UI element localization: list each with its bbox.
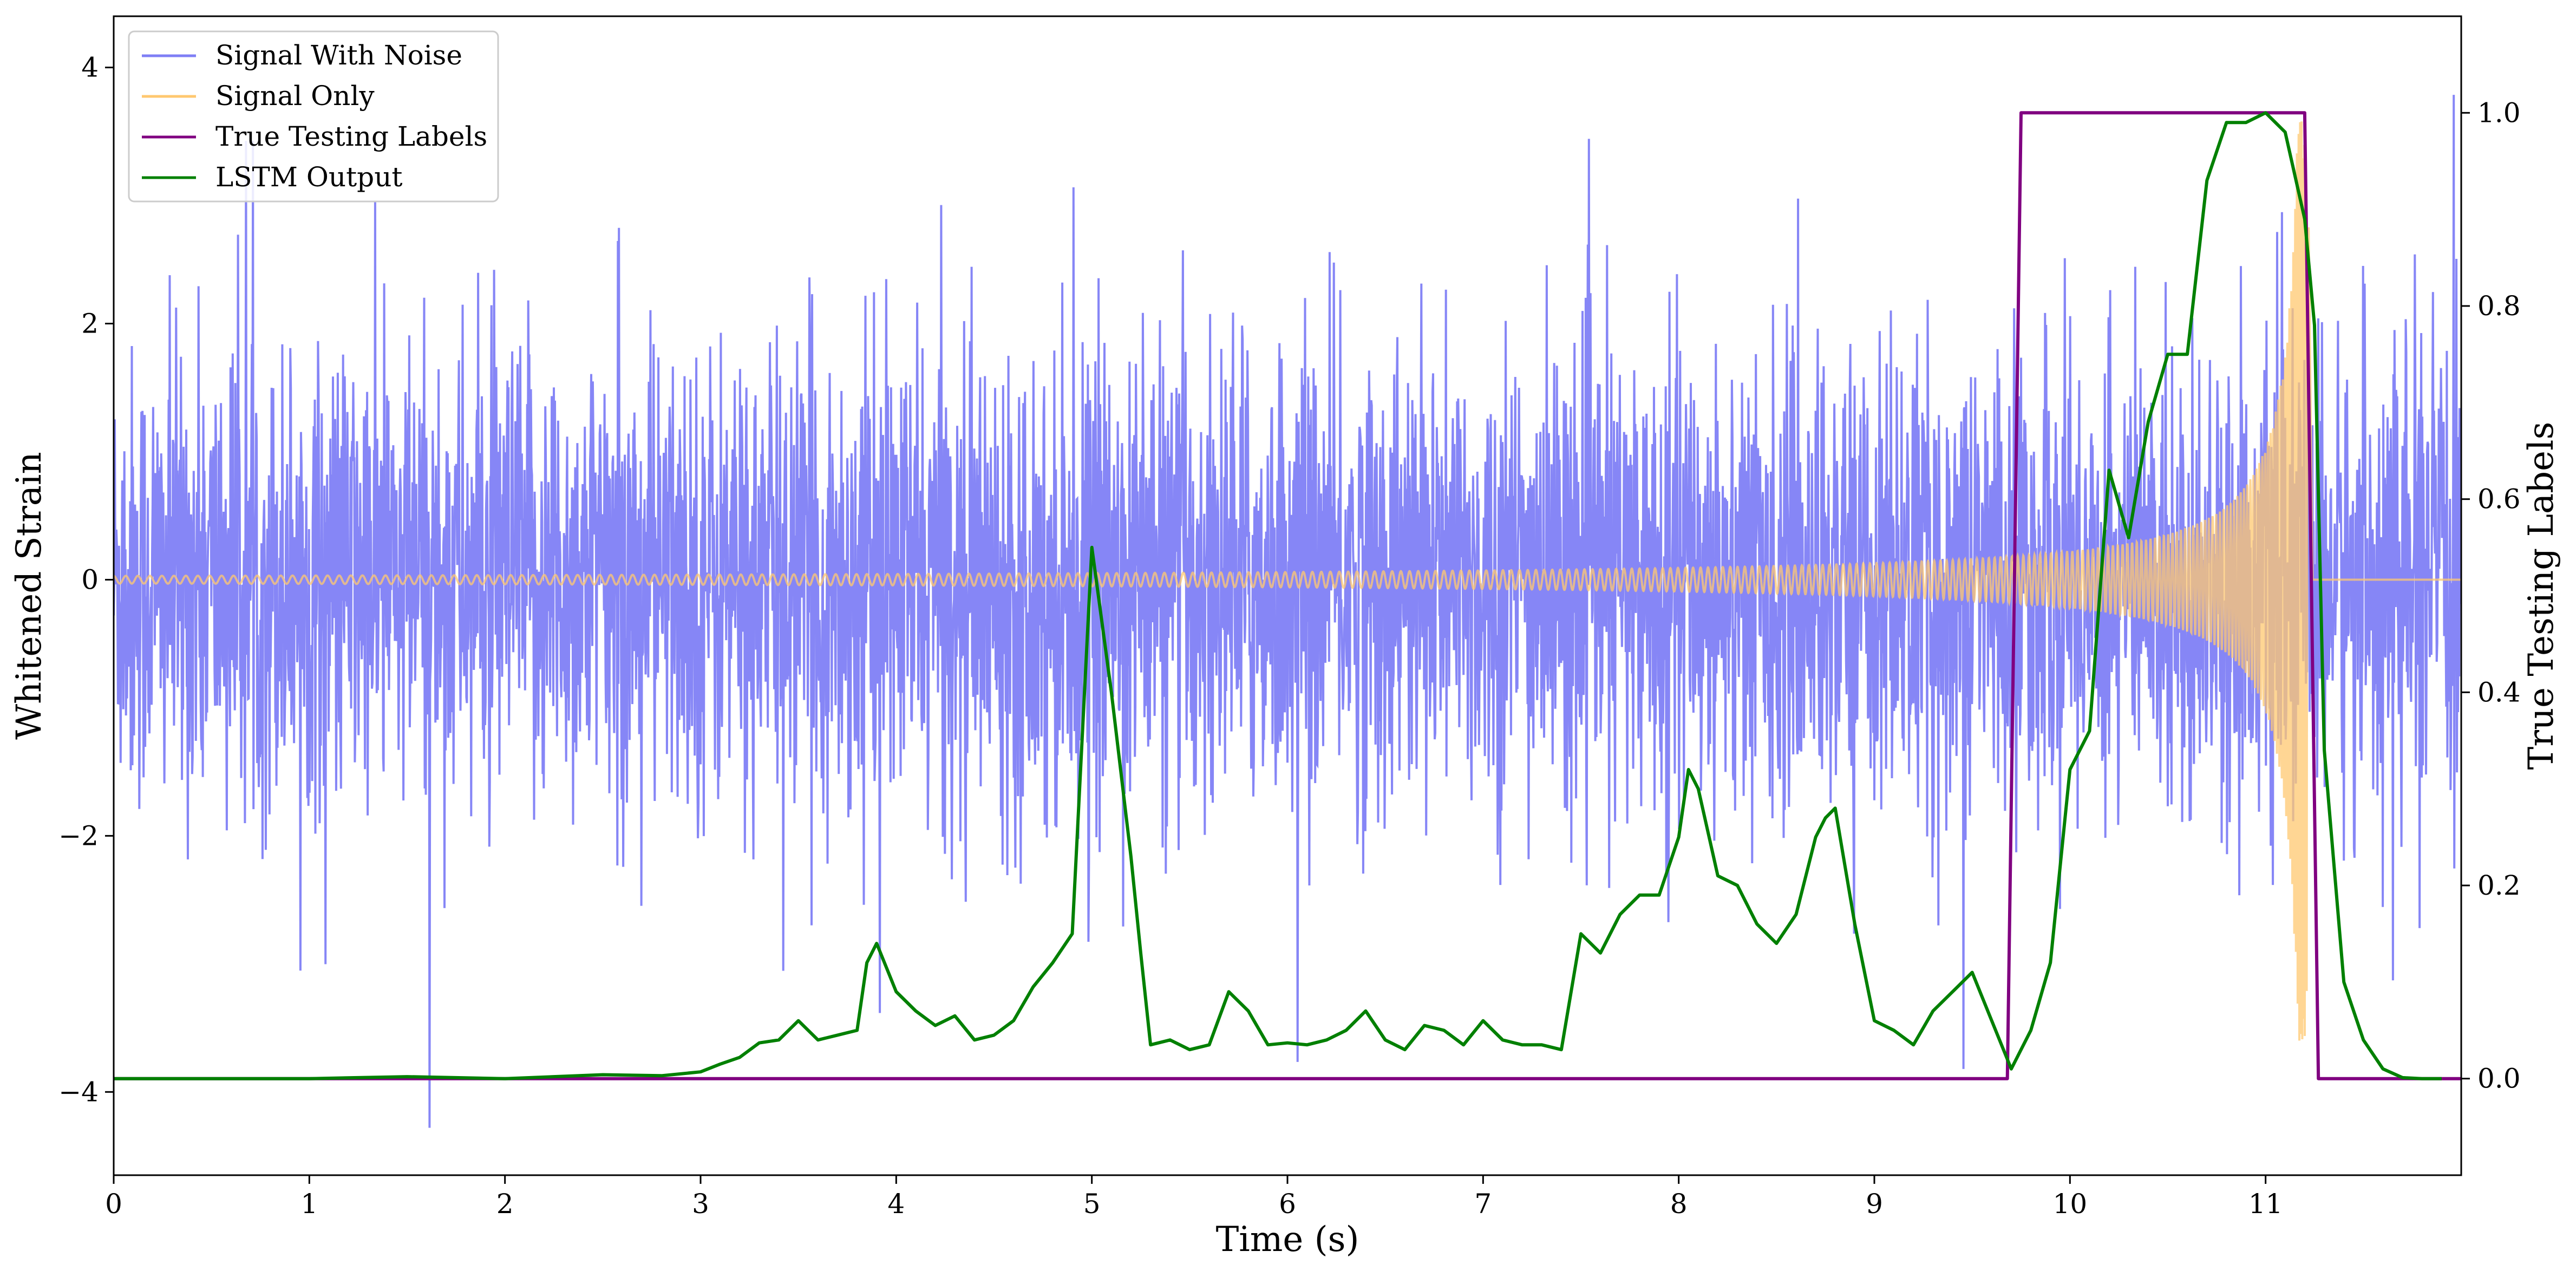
legend-label-lstm-output: LSTM Output xyxy=(215,161,402,193)
y-right-tick-label: 0.0 xyxy=(2477,1063,2521,1094)
x-tick-label: 1 xyxy=(300,1188,318,1220)
y-right-tick-label: 0.4 xyxy=(2477,676,2521,708)
x-tick-label: 10 xyxy=(2053,1188,2088,1220)
series-lstm-output-line xyxy=(114,111,2442,1080)
series-layer xyxy=(114,95,2461,1128)
x-tick-label: 0 xyxy=(105,1188,122,1220)
y-axis-label-left: Whitened Strain xyxy=(9,452,49,739)
series-signal-only-line xyxy=(114,121,2461,1041)
y-left-tick-label: 2 xyxy=(81,308,99,340)
y-left-tick-label: 4 xyxy=(81,52,99,83)
y-left-tick-label: −2 xyxy=(58,820,99,851)
legend-label-signal-only: Signal Only xyxy=(215,80,375,112)
x-tick-label: 9 xyxy=(1866,1188,1883,1220)
x-tick-label: 4 xyxy=(887,1188,905,1220)
x-tick-label: 6 xyxy=(1279,1188,1296,1220)
y-right-tick-label: 0.2 xyxy=(2477,870,2521,901)
legend-label-true-testing-labels: True Testing Labels xyxy=(215,121,487,152)
x-tick-label: 7 xyxy=(1474,1188,1492,1220)
x-tick-label: 2 xyxy=(496,1188,514,1220)
x-tick-label: 11 xyxy=(2248,1188,2283,1220)
series-signal-with-noise-line xyxy=(114,95,2461,1128)
x-tick-label: 8 xyxy=(1670,1188,1688,1220)
x-tick-label: 3 xyxy=(692,1188,709,1220)
legend-box xyxy=(128,30,499,203)
y-right-tick-label: 1.0 xyxy=(2477,97,2521,128)
y-left-tick-label: −4 xyxy=(58,1076,99,1107)
legend: Signal With Noise Signal Only True Testi… xyxy=(128,30,499,203)
series-true-testing-labels-line xyxy=(114,111,2461,1080)
y-right-tick-label: 0.8 xyxy=(2477,290,2521,322)
legend-label-signal-with-noise: Signal With Noise xyxy=(215,40,462,71)
y-right-tick-label: 0.6 xyxy=(2477,484,2521,515)
ticks-layer: 0 1 2 3 4 5 6 7 8 9 10 11 −4 −2 0 2 4 0.0 0.2 0.4 0.6 0.8 1.0 xyxy=(58,52,2520,1220)
y-axis-label-right: True Testing Labels xyxy=(2521,422,2561,770)
x-tick-label: 5 xyxy=(1083,1188,1101,1220)
y-left-tick-label: 0 xyxy=(81,564,99,595)
x-axis-label: Time (s) xyxy=(1216,1220,1359,1260)
